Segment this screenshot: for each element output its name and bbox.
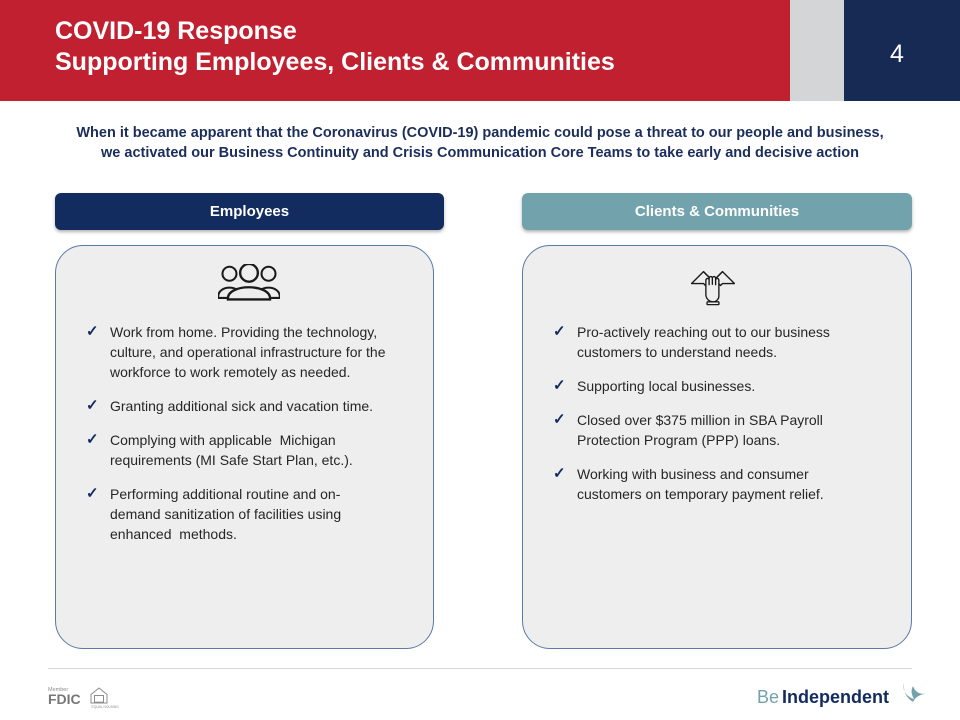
svg-text:EQUAL HOUSING: EQUAL HOUSING: [92, 705, 120, 709]
svg-text:FDIC: FDIC: [48, 691, 81, 707]
svg-text:Independent: Independent: [782, 687, 889, 707]
svg-text:Be: Be: [757, 687, 779, 707]
